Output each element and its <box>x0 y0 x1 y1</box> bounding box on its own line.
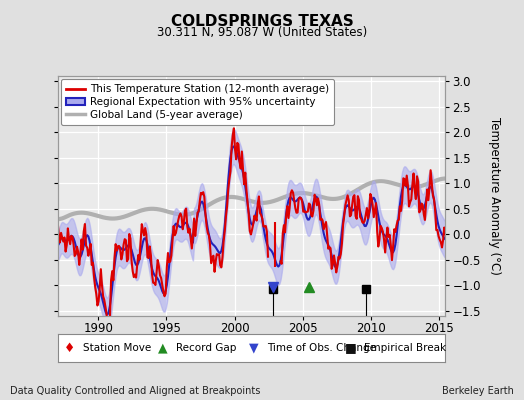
Text: Station Move: Station Move <box>83 343 151 353</box>
Legend: This Temperature Station (12-month average), Regional Expectation with 95% uncer: This Temperature Station (12-month avera… <box>61 79 334 125</box>
Text: Empirical Break: Empirical Break <box>364 343 446 353</box>
Text: 30.311 N, 95.087 W (United States): 30.311 N, 95.087 W (United States) <box>157 26 367 39</box>
Text: Time of Obs. Change: Time of Obs. Change <box>267 343 376 353</box>
Text: COLDSPRINGS TEXAS: COLDSPRINGS TEXAS <box>171 14 353 29</box>
Y-axis label: Temperature Anomaly (°C): Temperature Anomaly (°C) <box>488 117 501 275</box>
Text: ▲: ▲ <box>158 342 167 354</box>
Text: Record Gap: Record Gap <box>176 343 236 353</box>
Text: Data Quality Controlled and Aligned at Breakpoints: Data Quality Controlled and Aligned at B… <box>10 386 261 396</box>
Text: ■: ■ <box>344 342 356 354</box>
Text: Berkeley Earth: Berkeley Earth <box>442 386 514 396</box>
Text: ▼: ▼ <box>249 342 258 354</box>
Text: ♦: ♦ <box>63 342 75 354</box>
